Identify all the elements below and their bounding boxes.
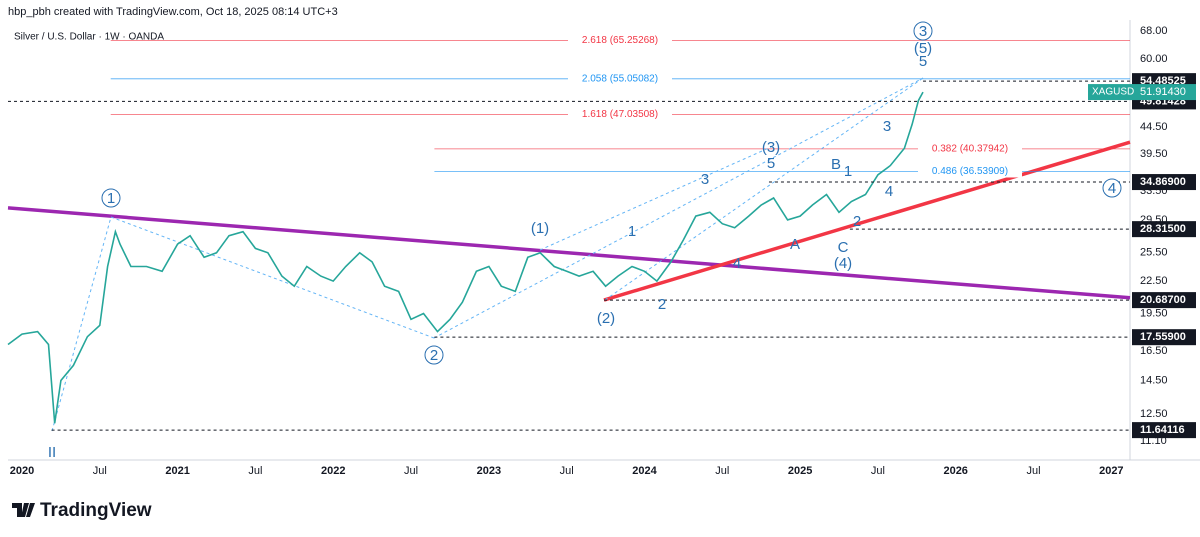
x-tick-label: 2026 xyxy=(943,465,967,477)
fib-label-bg xyxy=(918,141,1022,155)
wave-label: (3) xyxy=(762,139,780,156)
x-tick-label: 2027 xyxy=(1099,465,1123,477)
y-tick-label: 12.50 xyxy=(1140,408,1168,420)
attribution: hbp_pbh created with TradingView.com, Oc… xyxy=(8,6,338,18)
y-tick-label: 68.00 xyxy=(1140,25,1168,37)
wave-guide xyxy=(539,146,772,251)
wave-label: (5) xyxy=(914,40,932,57)
wave-circle xyxy=(101,188,121,208)
trendline xyxy=(603,140,1131,302)
level-badge-label: 28.31500 xyxy=(1140,223,1186,235)
wave-label: 1 xyxy=(628,223,636,240)
wave-guide xyxy=(604,77,924,301)
x-tick-label: Jul xyxy=(248,465,262,477)
wave-label: 4 xyxy=(885,183,893,200)
logo: TradingView xyxy=(12,500,152,521)
wave-label: 2 xyxy=(658,296,666,313)
x-tick-label: Jul xyxy=(1026,465,1040,477)
level-badge-label: 54.48525 xyxy=(1140,75,1186,87)
y-tick-label: 39.50 xyxy=(1140,148,1168,160)
wave-label: 3 xyxy=(883,118,891,135)
y-tick-label: 22.50 xyxy=(1140,275,1168,287)
symbol-title: Silver / U.S. Dollar · 1W · OANDA xyxy=(14,32,164,43)
fib-label-bg xyxy=(918,164,1022,178)
wave-label: B xyxy=(831,156,841,173)
y-tick-label: 44.50 xyxy=(1140,121,1168,133)
x-tick-label: Jul xyxy=(93,465,107,477)
wave-label: C xyxy=(838,239,849,256)
x-tick-label: 2025 xyxy=(788,465,812,477)
wave-label: 5 xyxy=(919,53,927,70)
fib-label: 2.618 (65.25268) xyxy=(582,35,658,46)
x-tick-label: Jul xyxy=(871,465,885,477)
fib-label: 0.382 (40.37942) xyxy=(932,144,1008,155)
fib-label-bg xyxy=(568,107,672,121)
wave-label: 2 xyxy=(853,213,861,230)
wave-circle xyxy=(913,21,933,41)
x-tick-label: 2024 xyxy=(632,465,657,477)
level-badge xyxy=(1132,422,1196,439)
wave-circle xyxy=(1102,178,1122,198)
wave-guide xyxy=(51,216,112,432)
wave-label: 1 xyxy=(844,163,852,180)
wave-label: 4 xyxy=(1108,180,1116,197)
wave-label: 4 xyxy=(733,255,741,272)
x-tick-label: Jul xyxy=(715,465,729,477)
level-badge-label: 17.55900 xyxy=(1140,331,1186,343)
level-badge xyxy=(1132,174,1196,191)
fib-label: 2.058 (55.05082) xyxy=(582,73,658,84)
y-tick-label: 14.50 xyxy=(1140,374,1168,386)
fib-label-bg xyxy=(568,33,672,47)
level-badge xyxy=(1132,329,1196,346)
fib-label: 0.486 (36.53909) xyxy=(932,166,1008,177)
last-price-label: 51.91430 xyxy=(1140,86,1186,98)
wave-label: 2 xyxy=(430,347,438,364)
x-tick-label: Jul xyxy=(560,465,574,477)
fib-label-bg xyxy=(568,71,672,85)
wave-label: 3 xyxy=(701,171,709,188)
x-tick-label: 2022 xyxy=(321,465,345,477)
y-tick-label: 19.50 xyxy=(1140,307,1168,319)
fib-label: 1.618 (47.03508) xyxy=(582,109,658,120)
y-tick-label: 25.50 xyxy=(1140,247,1168,259)
level-badge xyxy=(1132,292,1196,309)
x-tick-label: 2023 xyxy=(477,465,501,477)
x-tick-label: 2020 xyxy=(10,465,34,477)
wave-label: A xyxy=(790,236,800,253)
trendline xyxy=(7,206,1131,300)
wave-label: (2) xyxy=(597,310,615,327)
level-badge-label: 34.86900 xyxy=(1140,176,1186,188)
last-price-badge xyxy=(1088,84,1196,101)
level-badge-label: 11.64116 xyxy=(1140,424,1185,436)
x-tick-label: Jul xyxy=(404,465,418,477)
wave-label: II xyxy=(48,444,56,461)
price-line xyxy=(7,91,924,424)
wave-label: (1) xyxy=(531,220,549,237)
wave-label: 3 xyxy=(919,23,927,40)
wave-label: (4) xyxy=(834,255,852,272)
wave-circle xyxy=(424,345,444,365)
level-badge xyxy=(1132,221,1196,238)
y-tick-label: 16.50 xyxy=(1140,345,1168,357)
wave-label: 1 xyxy=(107,190,115,207)
logo-icon xyxy=(12,503,35,517)
last-price-symbol: XAGUSD xyxy=(1092,87,1134,98)
x-tick-label: 2021 xyxy=(165,465,189,477)
wave-guide xyxy=(433,77,924,339)
wave-label: 5 xyxy=(767,155,775,172)
level-badge-label: 20.68700 xyxy=(1140,294,1186,306)
logo-text: TradingView xyxy=(40,500,152,521)
y-tick-label: 60.00 xyxy=(1140,53,1168,65)
